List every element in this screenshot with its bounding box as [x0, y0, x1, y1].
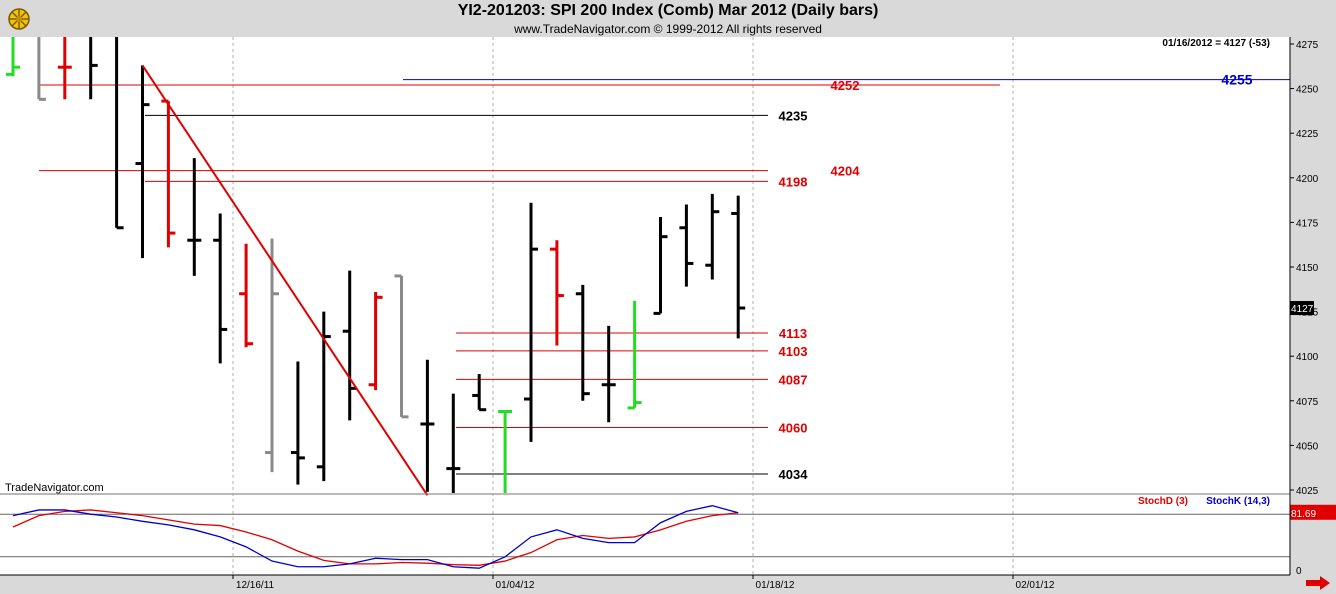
ohlc-bar: [394, 274, 409, 419]
ohlc-bar: [498, 410, 513, 493]
ohlc-bar: [57, 37, 72, 100]
price-tick-label: 4150: [1296, 263, 1319, 274]
stoch-tick-label: 0: [1296, 566, 1302, 577]
date-tick-label: 01/04/12: [496, 580, 535, 591]
scroll-right-arrow-icon[interactable]: [1306, 576, 1330, 590]
ohlc-bar: [524, 202, 538, 442]
ohlc-bar: [627, 300, 642, 410]
price-tick-label: 4200: [1296, 174, 1319, 185]
price-tick-label: 4175: [1296, 218, 1319, 229]
ohlc-bar: [549, 240, 564, 346]
price-tick-label: 4025: [1296, 486, 1319, 497]
copyright-text: www.TradeNavigator.com © 1999-2012 All r…: [514, 22, 822, 36]
level-label-4113: 4113: [779, 326, 807, 341]
level-label-4198: 4198: [779, 174, 808, 189]
ohlc-bar: [420, 359, 435, 492]
support-resistance-levels: 4255 4252 4235 4204 4198 4113 4103 4087 4060 4034: [39, 72, 1290, 482]
chart-title: YI2-201203: SPI 200 Index (Comb) Mar 201…: [457, 2, 879, 19]
date-tick-label: 01/18/12: [756, 580, 795, 591]
ohlc-bar: [368, 291, 383, 391]
level-label-4087: 4087: [779, 372, 808, 387]
price-tick-label: 4075: [1296, 397, 1319, 408]
ohlc-bar: [575, 284, 590, 401]
level-label-4103: 4103: [779, 344, 808, 359]
ohlc-bar: [731, 195, 746, 339]
date-tick-label: 02/01/12: [1016, 580, 1055, 591]
level-label-4204: 4204: [831, 164, 861, 179]
last-price-label: 4127: [1291, 304, 1314, 315]
ohlc-bar: [653, 217, 668, 315]
ohlc-bar: [187, 158, 202, 276]
price-tick-label: 4050: [1296, 441, 1319, 452]
price-tick-label: 4250: [1296, 85, 1319, 96]
ohlc-bar: [135, 65, 150, 259]
ohlc-bar: [472, 374, 487, 412]
level-label-4060: 4060: [779, 421, 808, 436]
date-tick-label: 12/16/11: [236, 580, 275, 591]
trendline: [141, 64, 429, 496]
price-tick-label: 4225: [1296, 129, 1319, 140]
ohlc-bar: [239, 243, 254, 348]
date-axis: 12/16/11 01/04/12 01/18/12 02/01/12: [0, 574, 1290, 591]
downtrend-line: [141, 64, 429, 496]
price-tick-label: 4100: [1296, 352, 1319, 363]
ohlc-bar: [601, 325, 616, 423]
ohlc-bars: [6, 37, 746, 493]
ohlc-bar: [290, 361, 305, 485]
stoch-series-line-0: [12, 509, 739, 566]
ohlc-bar: [679, 204, 694, 287]
watermark: TradeNavigator.com: [5, 482, 104, 494]
ohlc-bar: [265, 238, 279, 473]
chart-header: YI2-201203: SPI 200 Index (Comb) Mar 201…: [0, 0, 1336, 37]
ohlc-bar: [6, 37, 20, 77]
level-label-4235: 4235: [779, 108, 808, 123]
level-label-4255: 4255: [1221, 72, 1252, 88]
last-price-box: [1290, 301, 1314, 316]
ohlc-bar: [705, 193, 720, 280]
stoch-last-value-label: 81.69: [1291, 509, 1316, 520]
stochastic-indicator: StochD (3) StochK (14,3) 81.69 0: [0, 493, 1336, 577]
stoch-legend-d: StochD (3): [1138, 496, 1188, 507]
stoch-last-value-box: [1290, 504, 1336, 520]
ohlc-bar: [446, 393, 461, 493]
stoch-series-line-1: [12, 505, 739, 569]
info-readout: 01/16/2012 = 4127 (-53): [1162, 38, 1270, 49]
stoch-legend-k: StochK (14,3): [1206, 496, 1270, 507]
trade-navigator-logo-icon: [4, 3, 34, 33]
ohlc-bar: [115, 37, 124, 230]
ohlc-bar: [89, 37, 98, 100]
price-plot-background: [0, 37, 1290, 493]
level-label-4034: 4034: [779, 467, 809, 482]
ohlc-bar: [37, 37, 46, 101]
level-label-4252: 4252: [831, 78, 860, 93]
price-tick-label: 4275: [1296, 40, 1319, 51]
ohlc-bar: [213, 213, 228, 364]
price-axis: 4025405040754100412541504175420042254250…: [1289, 37, 1319, 575]
